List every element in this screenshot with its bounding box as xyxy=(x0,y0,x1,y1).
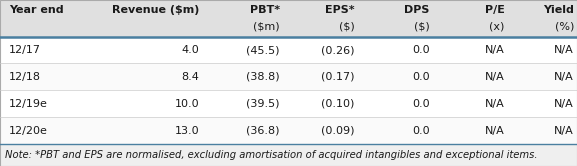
Text: Yield: Yield xyxy=(543,5,574,15)
Text: N/A: N/A xyxy=(554,99,574,109)
Text: N/A: N/A xyxy=(554,72,574,82)
Text: (38.8): (38.8) xyxy=(246,72,280,82)
Text: 12/19e: 12/19e xyxy=(9,99,47,109)
Text: (0.17): (0.17) xyxy=(321,72,355,82)
FancyBboxPatch shape xyxy=(0,118,577,144)
FancyBboxPatch shape xyxy=(0,37,577,63)
Text: 0.0: 0.0 xyxy=(412,45,430,55)
Text: PBT*: PBT* xyxy=(250,5,280,15)
Text: (36.8): (36.8) xyxy=(246,126,280,136)
Text: (0.09): (0.09) xyxy=(321,126,355,136)
Text: (x): (x) xyxy=(489,21,505,31)
Text: N/A: N/A xyxy=(554,45,574,55)
Text: Year end: Year end xyxy=(9,5,63,15)
Text: ($): ($) xyxy=(414,21,430,31)
Text: ($): ($) xyxy=(339,21,355,31)
Text: Note: *PBT and EPS are normalised, excluding amortisation of acquired intangible: Note: *PBT and EPS are normalised, exclu… xyxy=(5,150,537,160)
FancyBboxPatch shape xyxy=(0,63,577,90)
Text: (0.26): (0.26) xyxy=(321,45,355,55)
Text: 8.4: 8.4 xyxy=(181,72,199,82)
Text: 12/17: 12/17 xyxy=(9,45,40,55)
Text: 12/18: 12/18 xyxy=(9,72,40,82)
Text: Revenue ($m): Revenue ($m) xyxy=(112,5,199,15)
Text: (0.10): (0.10) xyxy=(321,99,355,109)
Text: 0.0: 0.0 xyxy=(412,126,430,136)
Text: 0.0: 0.0 xyxy=(412,72,430,82)
Text: N/A: N/A xyxy=(554,126,574,136)
Text: P/E: P/E xyxy=(485,5,505,15)
Text: N/A: N/A xyxy=(485,72,505,82)
Text: N/A: N/A xyxy=(485,45,505,55)
Text: N/A: N/A xyxy=(485,126,505,136)
Text: 13.0: 13.0 xyxy=(174,126,199,136)
Text: 0.0: 0.0 xyxy=(412,99,430,109)
FancyBboxPatch shape xyxy=(0,0,577,37)
Text: 12/20e: 12/20e xyxy=(9,126,47,136)
Text: 10.0: 10.0 xyxy=(174,99,199,109)
Text: ($m): ($m) xyxy=(253,21,280,31)
Text: 4.0: 4.0 xyxy=(181,45,199,55)
Text: (39.5): (39.5) xyxy=(246,99,280,109)
Text: (%): (%) xyxy=(554,21,574,31)
Text: (45.5): (45.5) xyxy=(246,45,280,55)
FancyBboxPatch shape xyxy=(0,90,577,118)
Text: N/A: N/A xyxy=(485,99,505,109)
Text: EPS*: EPS* xyxy=(325,5,355,15)
FancyBboxPatch shape xyxy=(0,144,577,166)
Text: DPS: DPS xyxy=(404,5,430,15)
